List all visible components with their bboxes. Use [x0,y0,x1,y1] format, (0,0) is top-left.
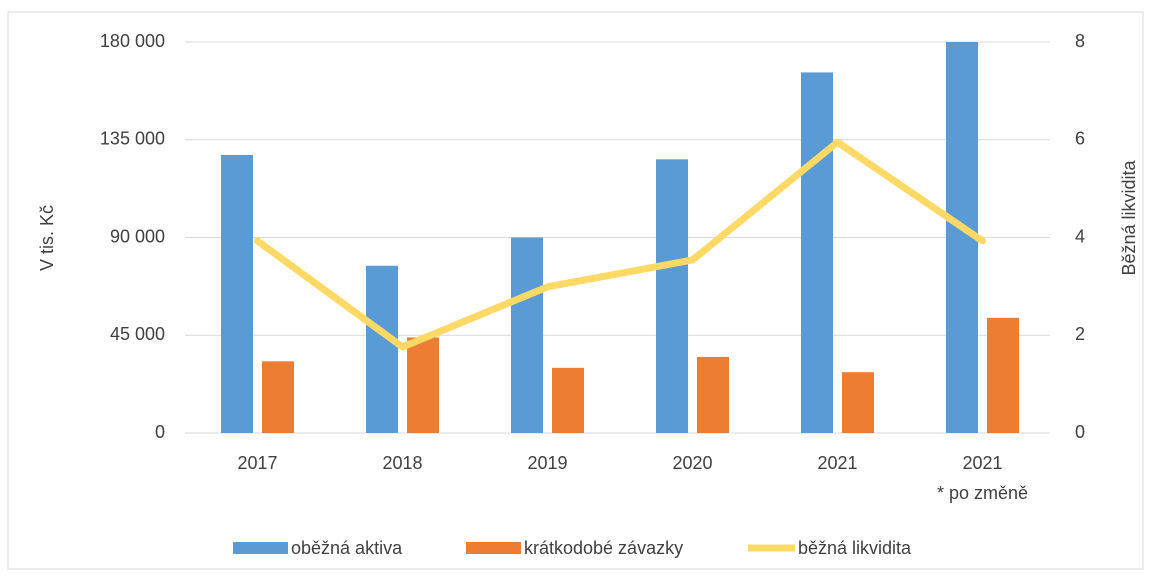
x-tick-label: 2021 [962,453,1002,473]
x-tick-label: 2020 [672,453,712,473]
line-series [254,138,986,351]
y2-axis-label: Běžná likvidita [1119,159,1139,275]
bar [366,265,398,433]
legend-label: krátkodobé závazky [524,538,683,558]
bar [407,337,439,433]
bar [511,237,543,433]
bar [801,72,833,434]
y2-tick-label: 6 [1075,129,1085,149]
x-tick-label: 2019 [527,453,567,473]
y2-tick-label: 2 [1075,324,1085,344]
bar [262,361,294,433]
x-tick-label: 2021 [817,453,857,473]
bar [552,367,584,433]
y-tick-label: 0 [155,422,165,442]
y2-tick-label: 0 [1075,422,1085,442]
y-tick-label: 180 000 [100,31,165,51]
bar [842,372,874,433]
y-axis-label: V tis. Kč [37,205,57,271]
y-tick-label: 45 000 [110,324,165,344]
legend-label: běžná likvidita [798,538,912,558]
y2-tick-label: 4 [1075,226,1085,246]
legend-swatch [466,542,521,554]
bar [697,356,729,433]
y-tick-label: 90 000 [110,226,165,246]
x-annotation: * po změně [937,483,1028,503]
bar [987,317,1019,433]
x-tick-label: 2018 [382,453,422,473]
bar [221,154,253,433]
legend-label: oběžná aktiva [291,538,403,558]
y2-tick-label: 8 [1075,31,1085,51]
bar [656,159,688,434]
legend-swatch [233,542,288,554]
y-tick-label: 135 000 [100,129,165,149]
x-tick-label: 2017 [237,453,277,473]
